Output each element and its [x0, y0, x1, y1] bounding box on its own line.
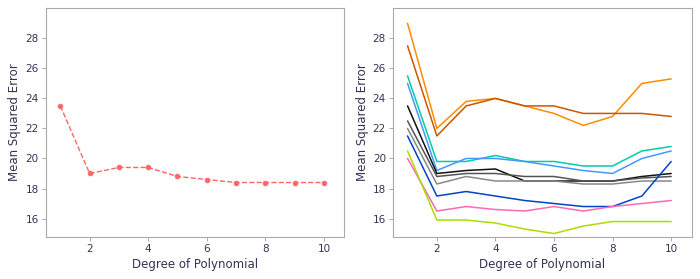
Y-axis label: Mean Squared Error: Mean Squared Error: [356, 64, 369, 181]
X-axis label: Degree of Polynomial: Degree of Polynomial: [480, 258, 606, 271]
Y-axis label: Mean Squared Error: Mean Squared Error: [8, 64, 21, 181]
X-axis label: Degree of Polynomial: Degree of Polynomial: [132, 258, 258, 271]
